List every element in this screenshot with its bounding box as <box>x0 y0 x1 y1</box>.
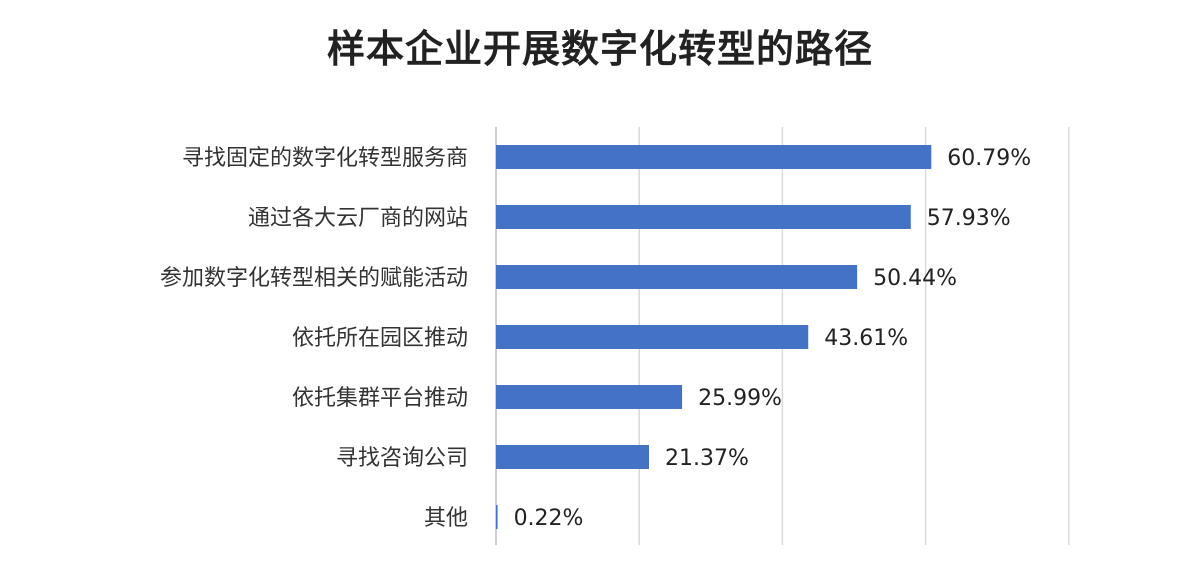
category-label: 寻找固定的数字化转型服务商 <box>182 146 468 171</box>
data-label: 60.79% <box>947 146 1031 171</box>
category-label: 通过各大云厂商的网站 <box>248 206 468 231</box>
data-label: 25.99% <box>698 386 782 411</box>
chart-title: 样本企业开展数字化转型的路径 <box>326 27 873 71</box>
value-labels: 60.79% 57.93% 50.44% 43.61% 25.99% 21.37% 0.22… <box>514 146 1032 531</box>
bar <box>496 265 858 289</box>
bar <box>496 325 809 349</box>
data-label: 21.37% <box>665 446 749 471</box>
category-label: 寻找咨询公司 <box>336 446 468 471</box>
bar <box>496 385 683 409</box>
category-label: 依托所在园区推动 <box>292 326 468 351</box>
bar <box>496 445 650 469</box>
data-label: 57.93% <box>927 206 1011 231</box>
bars <box>496 145 932 529</box>
category-label: 依托集群平台推动 <box>292 386 468 411</box>
bar <box>496 145 932 169</box>
bar <box>496 205 911 229</box>
data-label: 43.61% <box>824 326 908 351</box>
data-label: 50.44% <box>873 266 957 291</box>
bar <box>496 505 498 529</box>
category-label: 参加数字化转型相关的赋能活动 <box>160 266 468 291</box>
data-label: 0.22% <box>514 506 584 531</box>
category-labels: 寻找固定的数字化转型服务商通过各大云厂商的网站参加数字化转型相关的赋能活动依托所… <box>160 146 468 531</box>
category-label: 其他 <box>424 506 468 531</box>
